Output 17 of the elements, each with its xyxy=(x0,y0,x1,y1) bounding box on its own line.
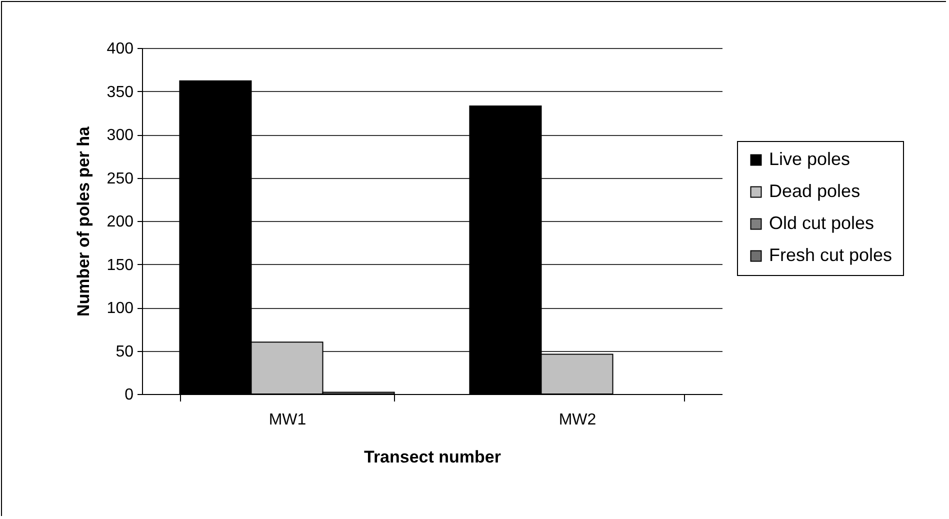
x-tick-label: MW2 xyxy=(558,412,596,428)
legend-label: Live poles xyxy=(769,149,850,169)
x-axis-title: Transect number xyxy=(364,448,502,466)
legend-label: Dead poles xyxy=(769,181,860,201)
legend-label: Fresh cut poles xyxy=(769,245,892,265)
y-tick-label: 250 xyxy=(106,170,134,188)
y-tick-label: 150 xyxy=(106,256,134,274)
y-tick-label: 50 xyxy=(116,343,134,360)
y-axis-title: Number of poles per ha xyxy=(74,126,93,316)
y-tick-label: 200 xyxy=(106,214,134,230)
y-tick-label: 100 xyxy=(106,300,134,317)
y-tick-label: 350 xyxy=(106,84,134,101)
legend-label: Old cut poles xyxy=(769,213,874,233)
y-tick-label: 0 xyxy=(124,386,134,404)
y-tick-label: 300 xyxy=(106,127,134,144)
y-tick-label: 400 xyxy=(106,40,134,58)
x-tick-label: MW1 xyxy=(268,412,306,428)
